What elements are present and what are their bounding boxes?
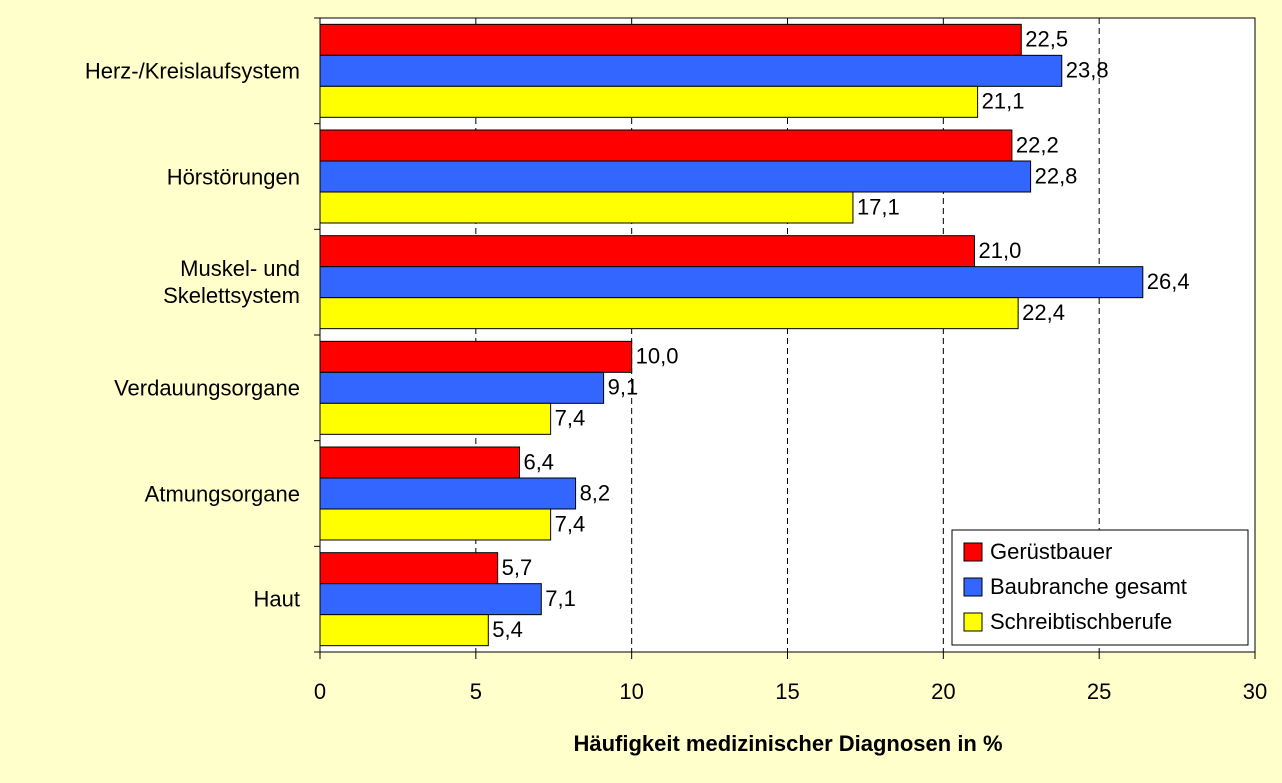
x-axis-title: Häufigkeit medizinischer Diagnosen in % (573, 731, 1002, 756)
value-label: 17,1 (857, 194, 900, 219)
value-label: 22,5 (1025, 27, 1068, 52)
bar (319, 371, 605, 404)
value-label: 26,4 (1147, 269, 1190, 294)
y-tick-label: Haut (253, 586, 300, 612)
x-tick-label: 25 (1087, 679, 1111, 704)
bar (319, 583, 542, 616)
legend (951, 529, 1249, 646)
y-tick-label: Atmungsorgane (144, 481, 300, 506)
value-label: 8,2 (580, 480, 611, 505)
x-tick-label: 10 (619, 679, 643, 704)
bar (319, 266, 1144, 299)
bar (319, 85, 979, 118)
value-label: 22,2 (1016, 132, 1059, 157)
legend-label: Schreibtischberufe (990, 609, 1172, 634)
value-label: 22,8 (1035, 163, 1078, 188)
bar (319, 129, 1013, 162)
bar (319, 23, 1022, 56)
x-tick-label: 5 (470, 679, 482, 704)
value-label: 7,1 (545, 586, 576, 611)
value-label: 5,4 (492, 617, 523, 642)
value-label: 9,1 (608, 375, 639, 400)
bar (319, 235, 975, 268)
bar (319, 477, 577, 510)
legend-swatch (963, 542, 983, 562)
bar (319, 340, 633, 373)
value-label: 7,4 (555, 406, 586, 431)
x-tick-label: 0 (314, 679, 326, 704)
legend-label: Baubranche gesamt (990, 574, 1187, 599)
value-label: 21,0 (979, 238, 1022, 263)
x-tick-label: 30 (1243, 679, 1267, 704)
value-label: 10,0 (636, 344, 679, 369)
bar (319, 297, 1019, 330)
bar (319, 402, 552, 435)
value-label: 6,4 (523, 449, 554, 474)
bar (319, 508, 552, 541)
bar (319, 160, 1032, 193)
y-tick-label: Muskel- und Skelettsystem (163, 256, 300, 309)
legend-swatch (963, 577, 983, 597)
legend-label: Gerüstbauer (990, 539, 1112, 564)
value-label: 22,4 (1022, 300, 1065, 325)
value-label: 21,1 (982, 89, 1025, 114)
y-tick-label: Hörstörungen (166, 164, 300, 189)
bar (319, 191, 854, 224)
bar (319, 614, 489, 647)
value-label: 5,7 (502, 555, 533, 580)
bar (319, 54, 1063, 87)
y-tick-label: Verdauungsorgane (114, 375, 300, 401)
y-tick-label: Herz-/Kreislaufsystem (84, 58, 300, 84)
value-label: 23,8 (1066, 58, 1109, 83)
legend-swatch (963, 612, 983, 632)
bar (319, 552, 499, 585)
x-tick-label: 15 (775, 679, 799, 704)
value-label: 7,4 (555, 511, 586, 536)
bar (319, 446, 520, 479)
x-tick-label: 20 (931, 679, 955, 704)
